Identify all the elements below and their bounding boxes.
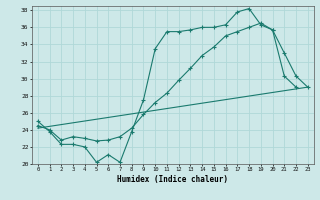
X-axis label: Humidex (Indice chaleur): Humidex (Indice chaleur) [117,175,228,184]
